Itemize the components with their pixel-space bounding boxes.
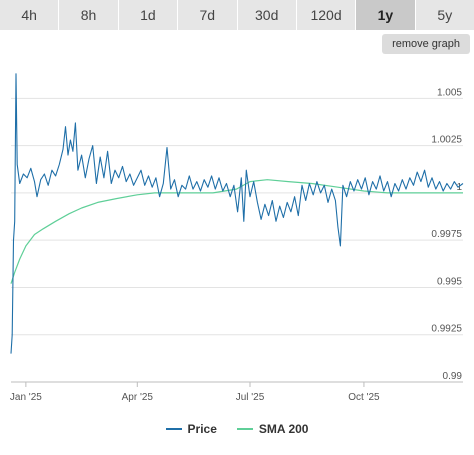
tab-5y[interactable]: 5y [415, 0, 474, 30]
y-tick-label: 1.005 [437, 87, 462, 98]
y-tick-label: 0.995 [437, 276, 462, 287]
tab-30d[interactable]: 30d [237, 0, 297, 30]
series-line-price [10, 73, 464, 354]
tab-4h[interactable]: 4h [0, 0, 60, 30]
tab-7d[interactable]: 7d [178, 0, 238, 30]
time-range-tabs: 4h 8h 1d 7d 30d 120d 1y 5y [0, 0, 474, 30]
y-tick-label: 0.9975 [431, 229, 462, 240]
legend-item-price[interactable]: Price [165, 422, 217, 436]
price-chart: 0.99 0.9925 0.995 0.9975 1 1.0025 1.005 Jan '25… [10, 73, 464, 403]
y-tick-label: 1 [456, 182, 462, 193]
chart-legend: Price SMA 200 [0, 420, 474, 438]
axes: 0.99 0.9925 0.995 0.9975 1 1.0025 1.005 Jan '25… [10, 87, 463, 403]
tab-1y[interactable]: 1y [356, 0, 416, 30]
x-tick-label: Oct '25 [348, 392, 380, 403]
tab-8h[interactable]: 8h [59, 0, 119, 30]
x-tick-label: Apr '25 [122, 392, 154, 403]
x-tick-label: Jan '25 [10, 392, 42, 403]
series-line-sma-200 [10, 179, 463, 284]
tab-120d[interactable]: 120d [296, 0, 357, 30]
legend-swatch-price [165, 428, 182, 430]
legend-swatch-sma-200 [236, 428, 253, 430]
y-tick-label: 0.99 [443, 371, 463, 382]
y-tick-label: 0.9925 [431, 324, 462, 335]
grid [11, 97, 463, 383]
legend-item-sma-200[interactable]: SMA 200 [236, 422, 309, 436]
series-lines [10, 73, 464, 354]
legend-label-price: Price [187, 422, 217, 436]
y-tick-label: 1.0025 [431, 135, 462, 146]
tab-1d[interactable]: 1d [118, 0, 179, 30]
remove-graph-button[interactable]: remove graph [382, 34, 470, 54]
legend-label-sma-200: SMA 200 [258, 422, 309, 436]
x-tick-label: Jul '25 [236, 392, 265, 403]
